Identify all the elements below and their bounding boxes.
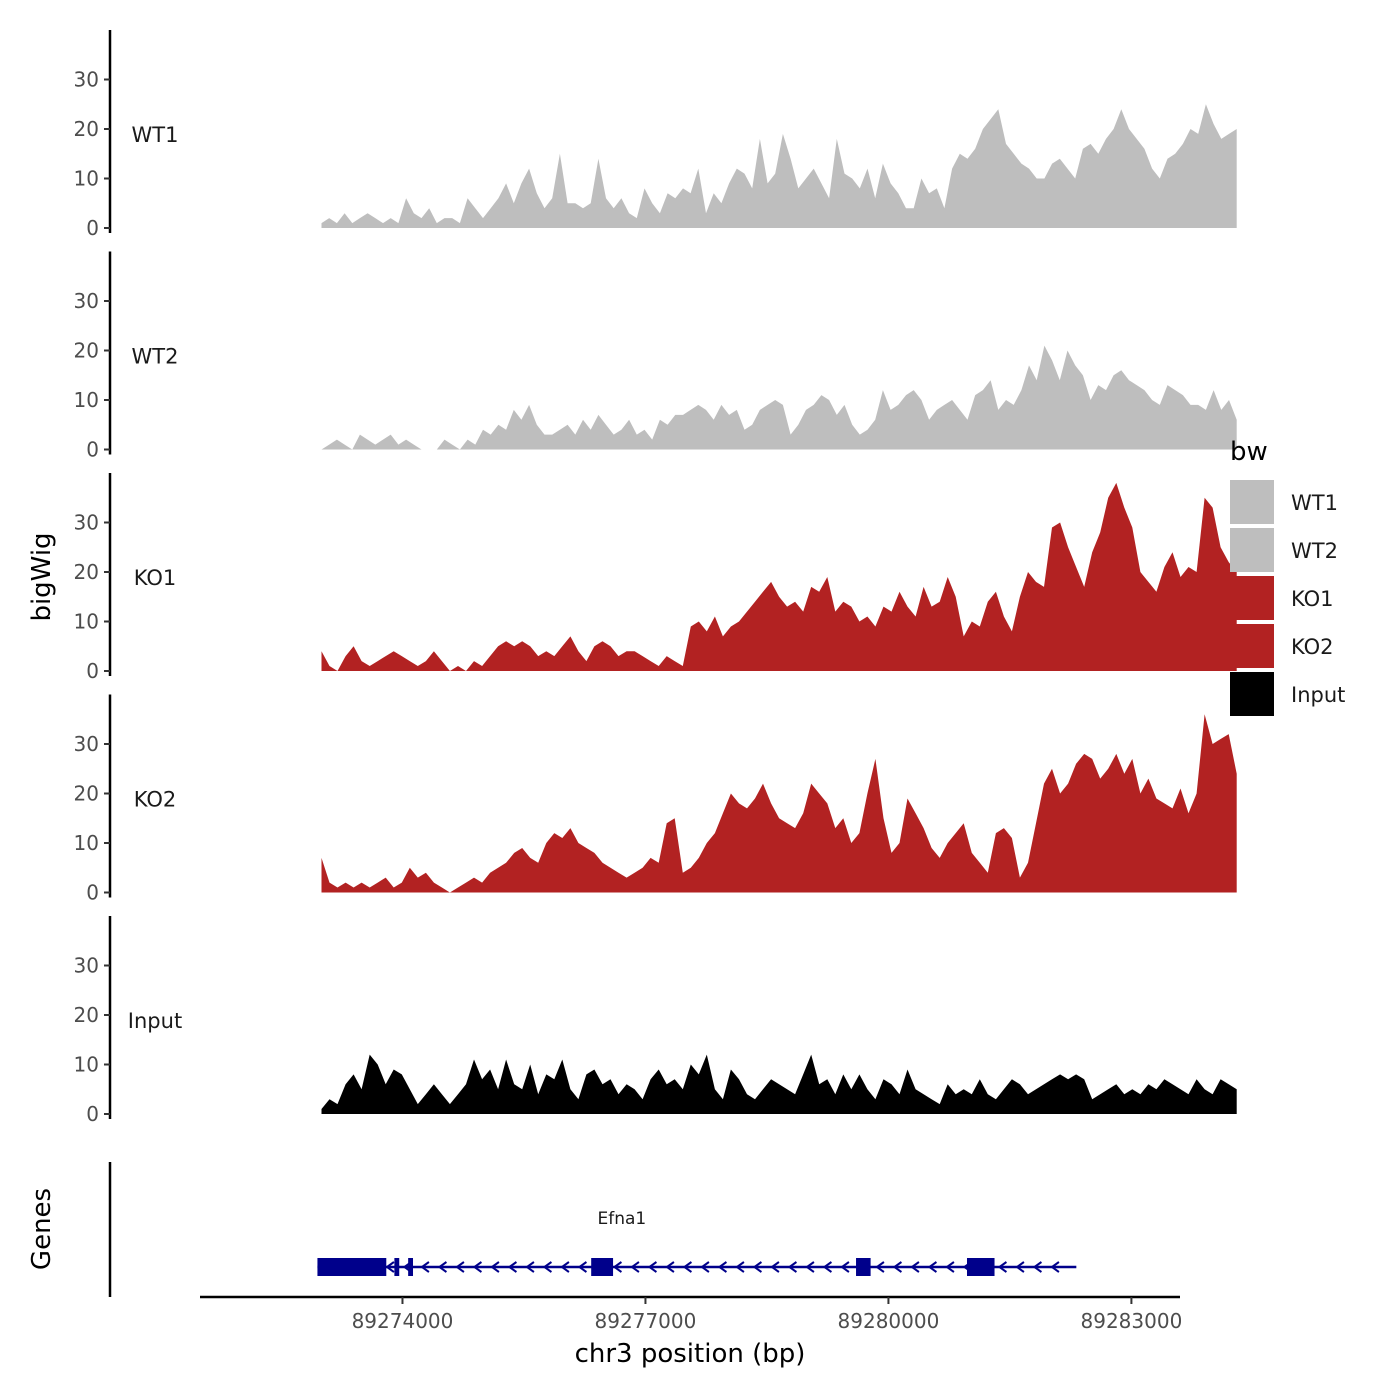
track-wt1: 0 10 20 30 WT1 (74, 30, 1237, 240)
strand-arrow (752, 1261, 763, 1273)
y-tick-label: 0 (86, 216, 99, 240)
y-tick-label: 0 (86, 659, 99, 683)
gene-exon (591, 1258, 614, 1276)
strand-arrow (630, 1261, 640, 1273)
area-wt2 (321, 345, 1237, 450)
x-tick-label: 89277000 (595, 1309, 697, 1333)
strand-arrow (455, 1261, 465, 1273)
y-tick-label: 0 (86, 1102, 99, 1126)
strand-arrow (875, 1261, 885, 1273)
gene-track: Efna1 (108, 1162, 1077, 1297)
x-tick-label: 89283000 (1081, 1309, 1183, 1333)
track-wt2: 0 10 20 30 WT2 (74, 251, 1237, 462)
y-tick-label: 0 (86, 438, 99, 462)
legend-label-wt1: WT1 (1291, 491, 1338, 515)
area-input (321, 1054, 1237, 1114)
gene-exon (408, 1258, 414, 1276)
y-tick-label: 20 (74, 560, 99, 584)
strand-arrow (542, 1261, 553, 1273)
y-tick-label: 20 (74, 339, 99, 363)
legend-label-wt2: WT2 (1291, 539, 1338, 563)
track-label: WT2 (132, 345, 179, 369)
y-tick-label: 0 (86, 881, 99, 905)
gene-exon (317, 1258, 387, 1276)
strand-arrow (647, 1261, 658, 1273)
track-ko1: 0 10 20 30 KO1 (74, 473, 1237, 683)
strand-arrow (1032, 1261, 1043, 1273)
strand-arrow (560, 1261, 570, 1273)
gene-exon (856, 1258, 871, 1276)
strand-arrow (507, 1261, 518, 1273)
strand-arrow (612, 1261, 623, 1273)
strand-arrow (717, 1261, 728, 1273)
gene-axis-title: Genes (27, 1188, 57, 1270)
gene-exon (966, 1258, 995, 1276)
strand-arrow (805, 1261, 815, 1273)
legend-label-input: Input (1291, 683, 1345, 707)
legend-swatch-input (1230, 672, 1274, 716)
strand-arrow (385, 1261, 395, 1273)
x-axis: 89274000 89277000 89280000 89283000 (200, 1295, 1183, 1333)
strand-arrow (997, 1261, 1008, 1273)
strand-arrow (770, 1261, 780, 1273)
strand-arrow (437, 1261, 448, 1273)
legend-label-ko1: KO1 (1291, 587, 1334, 611)
strand-arrow (945, 1261, 955, 1273)
strand-arrow (822, 1261, 833, 1273)
gene-exon (394, 1258, 400, 1276)
strand-arrow (525, 1261, 535, 1273)
track-label: KO1 (134, 566, 177, 590)
y-tick-label: 20 (74, 117, 99, 141)
y-tick-label: 30 (74, 954, 99, 978)
strand-arrow (682, 1261, 693, 1273)
strand-arrow (577, 1261, 588, 1273)
y-tick-label: 10 (74, 1053, 99, 1077)
track-ko2: 0 10 20 30 KO2 (74, 694, 1237, 905)
strand-arrow (927, 1261, 938, 1273)
legend-swatch-wt2 (1230, 528, 1274, 572)
legend-swatch-ko2 (1230, 624, 1274, 668)
strand-arrow (840, 1261, 850, 1273)
y-tick-label: 10 (74, 388, 99, 412)
y-tick-label: 20 (74, 1003, 99, 1027)
y-tick-label: 20 (74, 782, 99, 806)
strand-arrow (665, 1261, 675, 1273)
y-tick-label: 10 (74, 831, 99, 855)
track-label: Input (128, 1009, 182, 1033)
legend: bw WT1 WT2 KO1 KO2 Input (1230, 437, 1345, 716)
area-ko1 (321, 482, 1237, 671)
y-tick-label: 30 (74, 289, 99, 313)
legend-swatch-ko1 (1230, 576, 1274, 620)
track-label: WT1 (132, 123, 179, 147)
legend-title: bw (1230, 437, 1268, 467)
area-ko2 (321, 714, 1237, 893)
y-tick-label: 30 (74, 732, 99, 756)
tracks: 0 10 20 30 WT1 0 10 20 30 WT2 0 10 20 30 KO1 0 10 20 30 KO2… (74, 30, 1237, 1126)
gene-name-label: Efna1 (598, 1209, 647, 1229)
legend-swatch-wt1 (1230, 480, 1274, 524)
strand-arrow (735, 1261, 745, 1273)
y-axis-title: bigWig (27, 532, 57, 621)
y-tick-label: 10 (74, 167, 99, 191)
y-tick-label: 10 (74, 610, 99, 634)
x-axis-title: chr3 position (bp) (575, 1339, 806, 1369)
strand-arrow (472, 1261, 483, 1273)
strand-arrow (1050, 1261, 1060, 1273)
legend-label-ko2: KO2 (1291, 635, 1334, 659)
strand-arrow (700, 1261, 710, 1273)
strand-arrow (1015, 1261, 1025, 1273)
strand-arrow (892, 1261, 903, 1273)
strand-arrow (910, 1261, 920, 1273)
strand-arrow (420, 1261, 430, 1273)
track-label: KO2 (134, 788, 177, 812)
strand-arrow (787, 1261, 798, 1273)
x-tick-label: 89274000 (352, 1309, 454, 1333)
area-wt1 (321, 104, 1237, 228)
track-input: 0 10 20 30 Input (74, 916, 1237, 1126)
strand-arrow (490, 1261, 500, 1273)
y-tick-label: 30 (74, 68, 99, 92)
y-tick-label: 30 (74, 511, 99, 535)
x-tick-label: 89280000 (838, 1309, 940, 1333)
